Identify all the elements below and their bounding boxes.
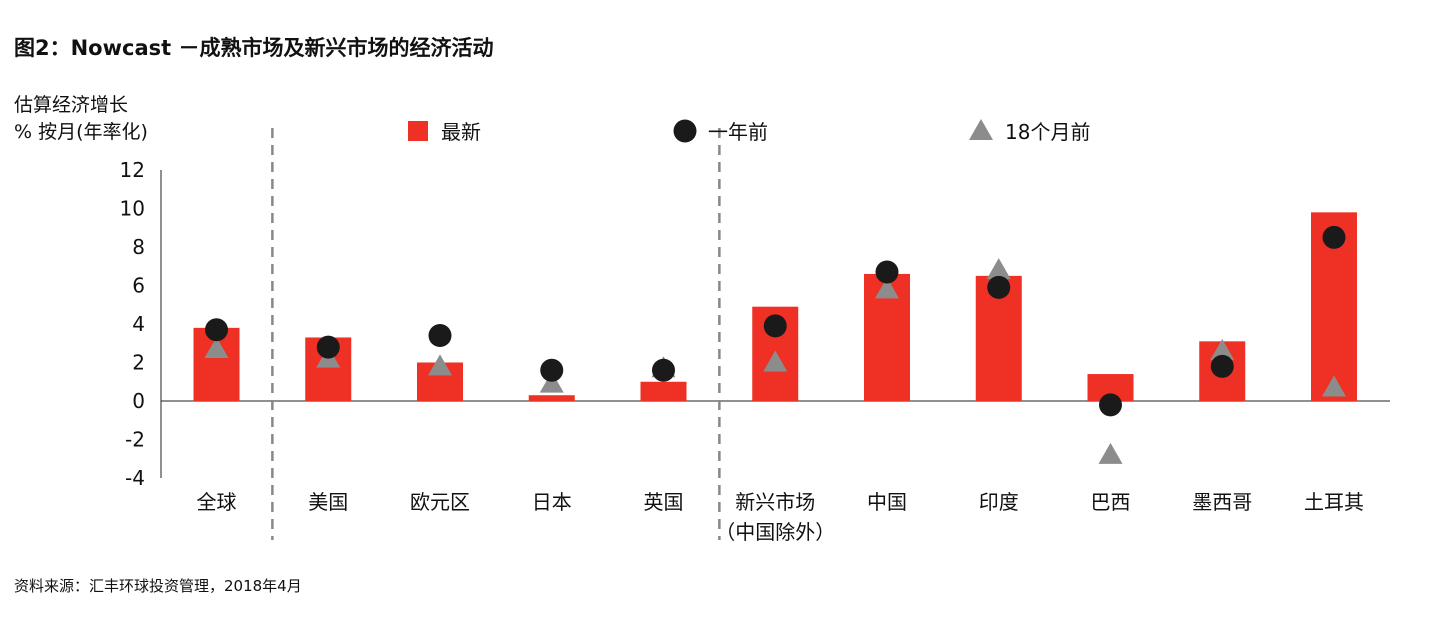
marker-18-months-ago bbox=[986, 258, 1011, 280]
x-category-label: 英国 bbox=[644, 490, 684, 514]
y-tick-label: 4 bbox=[132, 312, 145, 336]
y-axis-label-line2: % 按月(年率化) bbox=[14, 121, 148, 143]
y-tick-label: 2 bbox=[132, 351, 145, 375]
legend-swatch-latest bbox=[408, 121, 428, 141]
marker-one-year-ago bbox=[652, 358, 675, 382]
y-tick-label: -4 bbox=[125, 466, 145, 490]
x-category-label: 巴西 bbox=[1091, 490, 1131, 514]
marker-18-months-ago bbox=[875, 277, 899, 299]
legend-label-one-year-ago: 一年前 bbox=[708, 120, 768, 144]
marker-18-months-ago bbox=[539, 371, 564, 393]
marker-18-months-ago bbox=[1210, 338, 1235, 360]
legend-swatch-one-year-ago bbox=[673, 119, 697, 143]
source-note: 资料来源：汇丰环球投资管理，2018年4月 bbox=[14, 577, 302, 595]
x-category-label: 土耳其 bbox=[1304, 490, 1364, 514]
y-tick-label: 10 bbox=[120, 197, 145, 221]
bar-latest bbox=[528, 395, 575, 401]
y-axis-label-line1: 估算经济增长 bbox=[14, 94, 129, 116]
y-tick-label: 6 bbox=[132, 274, 145, 298]
x-category-label: 美国 bbox=[308, 490, 348, 514]
legend-label-latest: 最新 bbox=[441, 120, 481, 144]
y-tick-label: 12 bbox=[120, 158, 145, 182]
marker-18-months-ago bbox=[1322, 375, 1346, 397]
marker-18-months-ago bbox=[1098, 442, 1123, 464]
y-tick-label: -2 bbox=[125, 428, 145, 452]
marker-18-months-ago bbox=[204, 337, 229, 359]
x-category-label: （中国除外） bbox=[715, 520, 835, 544]
marker-18-months-ago bbox=[763, 350, 788, 372]
y-tick-label: 8 bbox=[132, 235, 145, 259]
marker-18-months-ago bbox=[428, 354, 452, 376]
y-tick-label: 0 bbox=[132, 389, 145, 413]
marker-one-year-ago bbox=[1210, 354, 1234, 378]
chart-title: 图2：Nowcast －成熟市场及新兴市场的经济活动 bbox=[14, 36, 494, 60]
marker-one-year-ago bbox=[205, 318, 228, 342]
marker-one-year-ago bbox=[316, 335, 340, 359]
legend-swatch-18-months-ago bbox=[969, 119, 993, 140]
marker-one-year-ago bbox=[1322, 225, 1346, 249]
x-category-label: 全球 bbox=[197, 490, 237, 514]
x-category-label: 新兴市场 bbox=[735, 490, 815, 514]
x-category-label: 印度 bbox=[979, 490, 1019, 514]
marker-one-year-ago bbox=[875, 260, 899, 284]
x-category-label: 欧元区 bbox=[410, 490, 470, 514]
x-category-label: 中国 bbox=[867, 490, 907, 514]
marker-one-year-ago bbox=[428, 324, 452, 348]
legend-label-18-months-ago: 18个月前 bbox=[1005, 120, 1090, 144]
marker-one-year-ago bbox=[1099, 393, 1122, 417]
marker-one-year-ago bbox=[763, 314, 787, 338]
bar-latest bbox=[640, 381, 687, 401]
x-category-label: 墨西哥 bbox=[1192, 490, 1252, 514]
marker-one-year-ago bbox=[987, 275, 1011, 299]
marker-one-year-ago bbox=[540, 358, 564, 382]
x-category-label: 日本 bbox=[532, 490, 572, 514]
